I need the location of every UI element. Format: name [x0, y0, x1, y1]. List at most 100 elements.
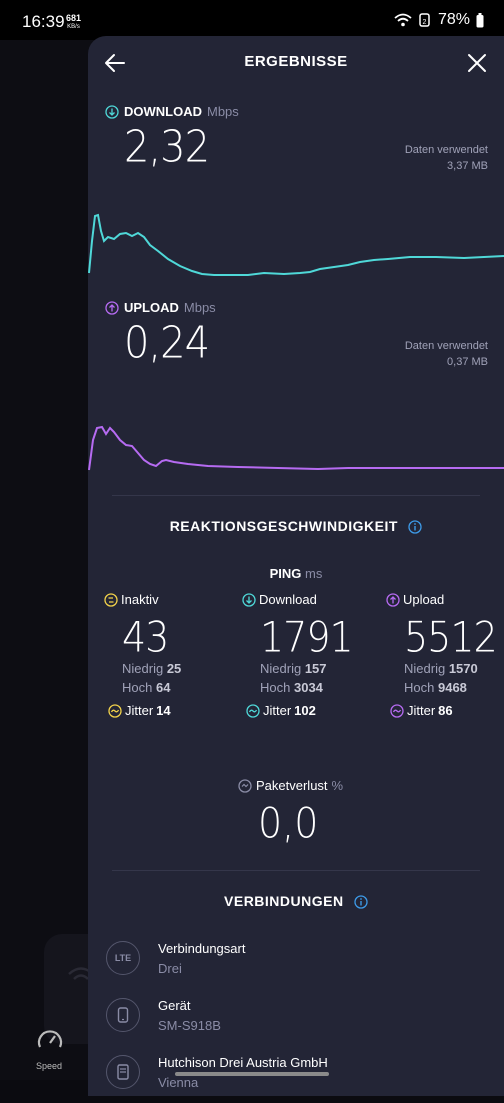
download-data-used-label: Daten verwendet: [404, 144, 488, 156]
ping-idle-high: Hoch 64: [122, 680, 224, 695]
server-provider: Hutchison Drei Austria GmbH: [158, 1055, 328, 1070]
device-value: SM-S918B: [158, 1018, 221, 1033]
ping-idle-label: Inaktiv: [121, 592, 159, 607]
download-unit: Mbps: [207, 104, 239, 119]
download-data-used-value: 3,37 MB: [447, 160, 488, 172]
ping-idle-jitter: Jitter 14: [108, 703, 224, 718]
download-value: 2,32: [124, 121, 210, 173]
ping-idle-high-value: 64: [155, 680, 171, 695]
ping-idle-low-value: 25: [166, 661, 182, 676]
server-location: Vienna: [158, 1075, 199, 1090]
ping-download-low-value: 157: [304, 661, 327, 676]
svg-text:2: 2: [422, 19, 426, 26]
info-icon[interactable]: [354, 895, 368, 909]
upload-arrow-icon: [105, 300, 119, 315]
connections-title: VERBINDUNGEN: [88, 893, 504, 909]
ping-column-upload: Upload 5512 Niedrig 1570 Hoch 9468 Jitte…: [386, 592, 504, 718]
upload-data-used-value: 0,37 MB: [447, 356, 488, 368]
ping-idle-jitter-value: 14: [156, 703, 171, 718]
jitter-icon: [390, 703, 404, 718]
packet-loss-value: 0,0: [258, 799, 319, 848]
status-time: 16:39: [22, 12, 65, 31]
ping-upload-low-label: Niedrig: [404, 661, 446, 676]
wifi-icon: [394, 13, 412, 27]
ping-idle-low-label: Niedrig: [122, 661, 164, 676]
ping-download-high-label: Hoch: [260, 680, 291, 695]
upload-value: 0,24: [124, 317, 210, 369]
ping-upload-header: Upload: [386, 592, 504, 607]
download-graph-line: [88, 213, 504, 276]
download-arrow-icon: [105, 104, 119, 119]
upload-title: UPLOAD: [124, 300, 179, 315]
ping-upload-high: Hoch 9468: [404, 680, 504, 695]
nav-speed-label[interactable]: Speed: [36, 1061, 63, 1071]
ping-upload-low-value: 1570: [448, 661, 478, 676]
ping-download-low-label: Niedrig: [260, 661, 302, 676]
upload-label: UPLOAD Mbps: [105, 300, 216, 315]
connections-title-text: VERBINDUNGEN: [224, 893, 344, 909]
battery-saver-icon: 2: [419, 13, 430, 27]
lte-icon: LTE: [106, 941, 140, 975]
responsiveness-title: REAKTIONSGESCHWINDIGKEIT: [88, 518, 504, 534]
network-speed-value: 681: [66, 13, 82, 23]
network-speed-unit: KB/s: [67, 24, 80, 30]
ping-idle-header: Inaktiv: [104, 592, 224, 607]
packet-loss-label: Paketverlust: [256, 778, 328, 793]
ping-download-header: Download: [242, 592, 362, 607]
download-label: DOWNLOAD Mbps: [105, 104, 239, 119]
upload-graph-line: [88, 425, 504, 471]
download-graph: [88, 213, 504, 276]
ping-upload-jitter-value: 86: [438, 703, 453, 718]
ping-upload-jitter-label: Jitter: [407, 703, 436, 718]
ping-download-low: Niedrig 157: [260, 661, 362, 676]
ping-upload-high-value: 9468: [437, 680, 467, 695]
upload-data-used: Daten verwendet 0,37 MB: [405, 338, 488, 370]
ping-download-high: Hoch 3034: [260, 680, 362, 695]
network-speed: 681 KB/s: [66, 14, 81, 32]
packet-loss-unit: %: [331, 778, 344, 793]
ping-title: PING ms: [108, 566, 484, 581]
jitter-icon: [246, 703, 260, 718]
packet-loss-header: Paketverlust %: [238, 778, 343, 793]
ping-idle-low: Niedrig 25: [122, 661, 224, 676]
packet-loss-icon: [238, 778, 252, 793]
ping-upload-value: 5512: [404, 613, 498, 662]
page-title: ERGEBNISSE: [244, 53, 348, 70]
ping-download-jitter: Jitter 102: [246, 703, 362, 718]
phone-icon: [106, 998, 140, 1032]
ping-column-idle: Inaktiv 43 Niedrig 25 Hoch 64 Jitter 14: [104, 592, 224, 718]
upload-graph: [88, 425, 504, 471]
download-arrow-icon: [242, 592, 256, 607]
upload-arrow-icon: [386, 592, 400, 607]
upload-data-used-label: Daten verwendet: [404, 340, 488, 352]
results-panel: ERGEBNISSE DOWNLOAD Mbps 2,32 Daten verw…: [88, 36, 504, 1096]
battery-icon: [476, 12, 484, 27]
ping-upload-jitter: Jitter 86: [390, 703, 504, 718]
server-row: Hutchison Drei Austria GmbH Vienna: [106, 1051, 486, 1103]
ping-label: PING: [269, 566, 302, 581]
speedometer-icon[interactable]: [36, 1026, 64, 1054]
connection-type-title: Verbindungsart: [158, 941, 246, 956]
divider: [112, 495, 480, 496]
idle-icon: [104, 592, 118, 607]
ping-idle-value: 43: [122, 613, 169, 662]
connection-type-row: LTE Verbindungsart Drei: [106, 937, 486, 989]
device-row: Gerät SM-S918B: [106, 994, 486, 1046]
ping-upload-high-label: Hoch: [404, 680, 435, 695]
close-icon[interactable]: [464, 50, 490, 76]
responsiveness-title-text: REAKTIONSGESCHWINDIGKEIT: [169, 518, 398, 534]
home-indicator[interactable]: [175, 1072, 329, 1076]
device-title: Gerät: [158, 998, 191, 1013]
jitter-icon: [108, 703, 122, 718]
info-icon[interactable]: [408, 520, 422, 534]
status-icons: 2 78%: [394, 11, 484, 29]
ping-download-jitter-label: Jitter: [263, 703, 292, 718]
ping-download-value: 1791: [260, 613, 354, 662]
server-icon: [106, 1055, 140, 1089]
ping-upload-low: Niedrig 1570: [404, 661, 504, 676]
battery-percent: 78%: [437, 11, 470, 28]
ping-column-download: Download 1791 Niedrig 157 Hoch 3034 Jitt…: [242, 592, 362, 718]
back-arrow-icon[interactable]: [102, 50, 128, 76]
ping-download-label: Download: [259, 592, 317, 607]
download-data-used: Daten verwendet 3,37 MB: [405, 142, 488, 174]
